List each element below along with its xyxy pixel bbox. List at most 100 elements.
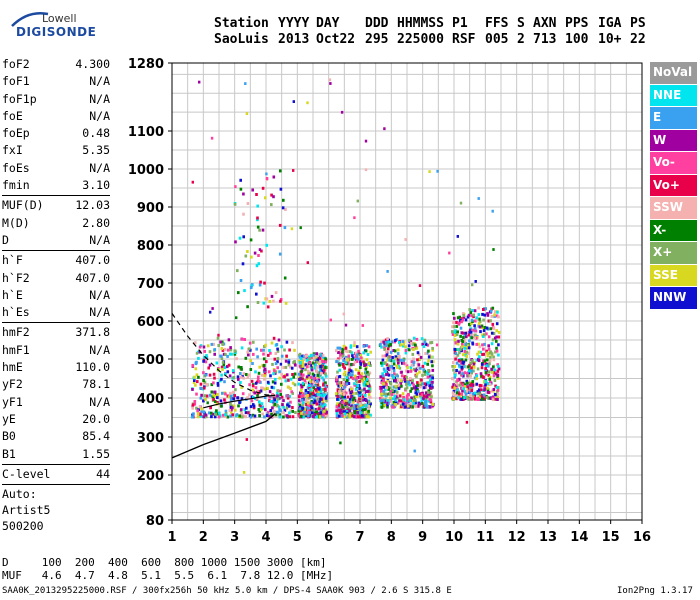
echo-point: [362, 398, 365, 402]
echo-point: [357, 357, 360, 361]
echo-point: [251, 384, 255, 388]
echo-point: [452, 361, 455, 365]
echo-point: [272, 412, 275, 416]
echo-point: [415, 372, 419, 376]
echo-point: [490, 331, 494, 335]
param-key: B0: [2, 429, 16, 444]
echo-point: [298, 407, 302, 411]
param-row: hmE 110.0: [2, 359, 110, 376]
echo-point: [301, 354, 304, 358]
echo-point: [416, 381, 419, 385]
header-title-station: Station: [214, 16, 269, 31]
echo-point: [221, 391, 224, 395]
echo-point: [460, 368, 463, 372]
echo-point: [361, 324, 364, 327]
echo-point: [424, 352, 427, 355]
echo-point: [309, 375, 313, 379]
echo-point: [249, 286, 253, 290]
echo-point: [465, 335, 468, 339]
echo-point: [461, 372, 464, 376]
echo-point: [202, 410, 206, 414]
echo-point: [490, 342, 494, 346]
echo-point: [229, 392, 232, 396]
echo-point: [282, 405, 285, 409]
param-key: h`Es: [2, 305, 30, 320]
echo-point: [414, 394, 418, 398]
echo-point: [219, 354, 222, 358]
echo-point: [477, 322, 481, 326]
echo-point: [491, 209, 494, 213]
header-title-iga: IGA: [598, 16, 622, 31]
echo-point: [317, 397, 320, 401]
echo-point: [464, 345, 468, 349]
echo-point: [336, 397, 339, 401]
echo-point: [365, 344, 369, 348]
echo-point: [311, 391, 315, 395]
echo-point: [305, 403, 308, 406]
echo-point: [478, 383, 482, 387]
echo-point: [384, 338, 388, 342]
echo-point: [429, 400, 433, 404]
echo-point: [238, 236, 242, 240]
echo-point: [482, 347, 485, 351]
echo-point: [368, 384, 371, 388]
echo-point: [202, 415, 205, 419]
echo-point: [299, 372, 303, 376]
echo-point: [359, 353, 362, 357]
echo-point: [234, 408, 237, 412]
echo-point: [307, 391, 310, 394]
echo-point: [353, 377, 356, 381]
echo-point: [278, 376, 281, 380]
echo-point: [381, 358, 385, 362]
echo-point: [463, 338, 466, 342]
echo-point: [427, 399, 430, 403]
echo-point: [354, 414, 358, 418]
echo-point: [469, 374, 472, 378]
echo-point: [289, 377, 293, 381]
echo-point: [364, 367, 368, 371]
echo-point: [458, 377, 461, 381]
echo-point: [481, 343, 484, 347]
header-value-hhmmss: 225000: [397, 32, 444, 47]
echo-point: [305, 365, 309, 369]
header-title-p1: P1: [452, 16, 468, 31]
echo-point: [213, 400, 217, 403]
echo-point: [396, 379, 400, 383]
echo-point: [302, 415, 306, 419]
echo-point: [315, 352, 318, 356]
echo-point: [237, 377, 240, 381]
echo-point: [240, 385, 243, 389]
echo-point: [249, 359, 252, 363]
echo-point: [266, 386, 269, 390]
echo-point: [463, 371, 467, 375]
echo-point: [483, 380, 486, 384]
echo-point: [410, 363, 414, 367]
echo-point: [401, 361, 404, 365]
echo-point: [360, 388, 364, 392]
echo-point: [260, 348, 263, 352]
echo-point: [396, 352, 400, 356]
echo-point: [308, 371, 312, 375]
echo-point: [384, 394, 388, 398]
echo-point: [420, 337, 424, 341]
echo-point: [203, 355, 206, 359]
header-value-day: Oct22: [316, 32, 356, 47]
electron-density-profile: [171, 413, 276, 459]
echo-point: [473, 309, 477, 313]
echo-point: [361, 375, 365, 379]
param-value: 371.8: [75, 325, 110, 340]
echo-point: [304, 394, 307, 398]
echo-point: [400, 370, 403, 374]
echo-point: [282, 399, 285, 403]
echo-point: [471, 283, 474, 287]
echo-point: [239, 279, 243, 282]
header-value-p1: RSF: [452, 32, 476, 47]
echo-point: [462, 398, 465, 401]
echo-point: [427, 359, 430, 363]
echo-point: [243, 289, 246, 293]
echo-point: [385, 386, 389, 390]
echo-point: [487, 347, 491, 351]
echo-point: [198, 405, 202, 409]
echo-point: [361, 379, 364, 383]
echo-point: [193, 400, 197, 403]
